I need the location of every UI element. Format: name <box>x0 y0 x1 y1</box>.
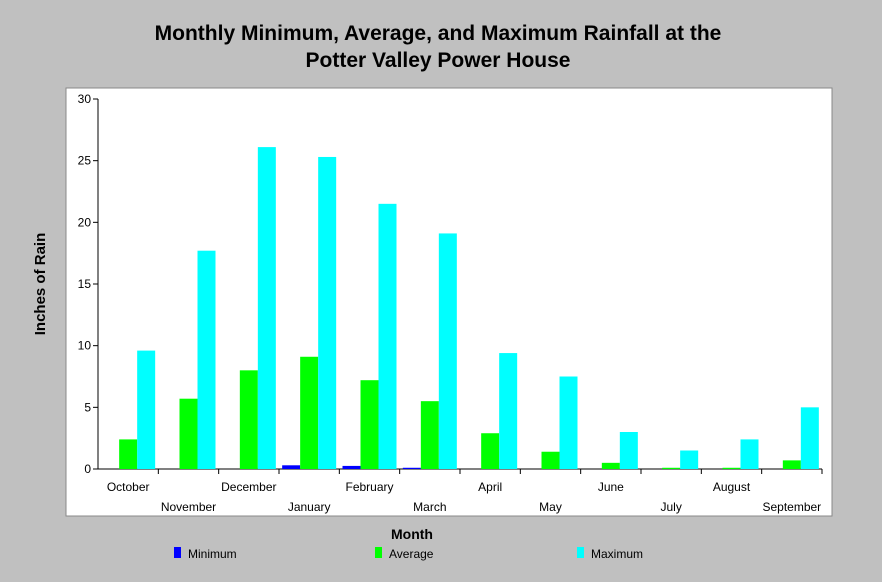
legend-label: Minimum <box>188 547 237 561</box>
x-axis-title: Month <box>391 526 433 542</box>
bar-maximum <box>800 407 819 469</box>
y-tick-label: 10 <box>78 339 92 353</box>
y-tick-label: 5 <box>84 400 91 414</box>
x-tick-label: February <box>345 480 393 494</box>
bar-average <box>420 401 439 469</box>
x-tick-label: April <box>478 480 502 494</box>
x-tick-label: August <box>713 480 751 494</box>
y-tick-label: 25 <box>78 154 92 168</box>
bar-average <box>601 462 620 469</box>
chart-title-line-2: Potter Valley Power House <box>305 49 571 72</box>
legend-label: Average <box>389 547 434 561</box>
bar-average <box>782 460 801 469</box>
x-tick-label: July <box>660 500 681 514</box>
bar-average <box>722 467 741 469</box>
chart-title-line-1: Monthly Minimum, Average, and Maximum Ra… <box>154 22 722 45</box>
bar-maximum <box>559 376 578 469</box>
bar-average <box>360 380 379 469</box>
x-tick-label: October <box>107 480 150 494</box>
legend-swatch <box>375 547 382 558</box>
bar-average <box>300 356 319 469</box>
x-tick-label: May <box>539 500 562 514</box>
y-tick-label: 0 <box>84 462 91 476</box>
bar-average <box>119 439 138 469</box>
y-tick-label: 30 <box>78 92 92 106</box>
bar-minimum <box>402 467 421 469</box>
x-tick-label: March <box>413 500 446 514</box>
bar-maximum <box>378 203 397 470</box>
bar-maximum <box>740 439 759 469</box>
bar-average <box>481 433 500 469</box>
bar-maximum <box>499 353 518 469</box>
axes <box>93 98 823 474</box>
bar-average <box>662 467 681 469</box>
bar-maximum <box>318 156 337 469</box>
bar-maximum <box>438 233 457 469</box>
legend-label: Maximum <box>591 547 644 561</box>
bar-maximum <box>137 350 156 469</box>
y-tick-label: 15 <box>78 277 92 291</box>
bar-average <box>179 398 198 469</box>
x-tick-label: January <box>288 500 331 514</box>
bar-maximum <box>619 432 638 469</box>
labels: 0 5 10 15 20 25 30 October November December Janua… <box>32 92 821 542</box>
bar-maximum <box>257 147 276 469</box>
bar-maximum <box>680 450 699 469</box>
y-axis-title: Inches of Rain <box>32 233 49 336</box>
legend-swatch <box>174 547 181 558</box>
legend-swatch <box>577 547 584 558</box>
bar-average <box>541 451 560 469</box>
x-tick-label: June <box>598 480 624 494</box>
x-tick-label: September <box>762 500 821 514</box>
bar-minimum <box>342 465 361 469</box>
x-tick-label: November <box>161 500 216 514</box>
bar-maximum <box>197 250 216 469</box>
chart-title: Monthly Minimum, Average, and Maximum Ra… <box>0 20 876 74</box>
bar-average <box>239 370 258 469</box>
bars <box>119 147 819 470</box>
bar-minimum <box>282 465 301 469</box>
y-tick-label: 20 <box>78 215 92 229</box>
x-tick-label: December <box>221 480 276 494</box>
